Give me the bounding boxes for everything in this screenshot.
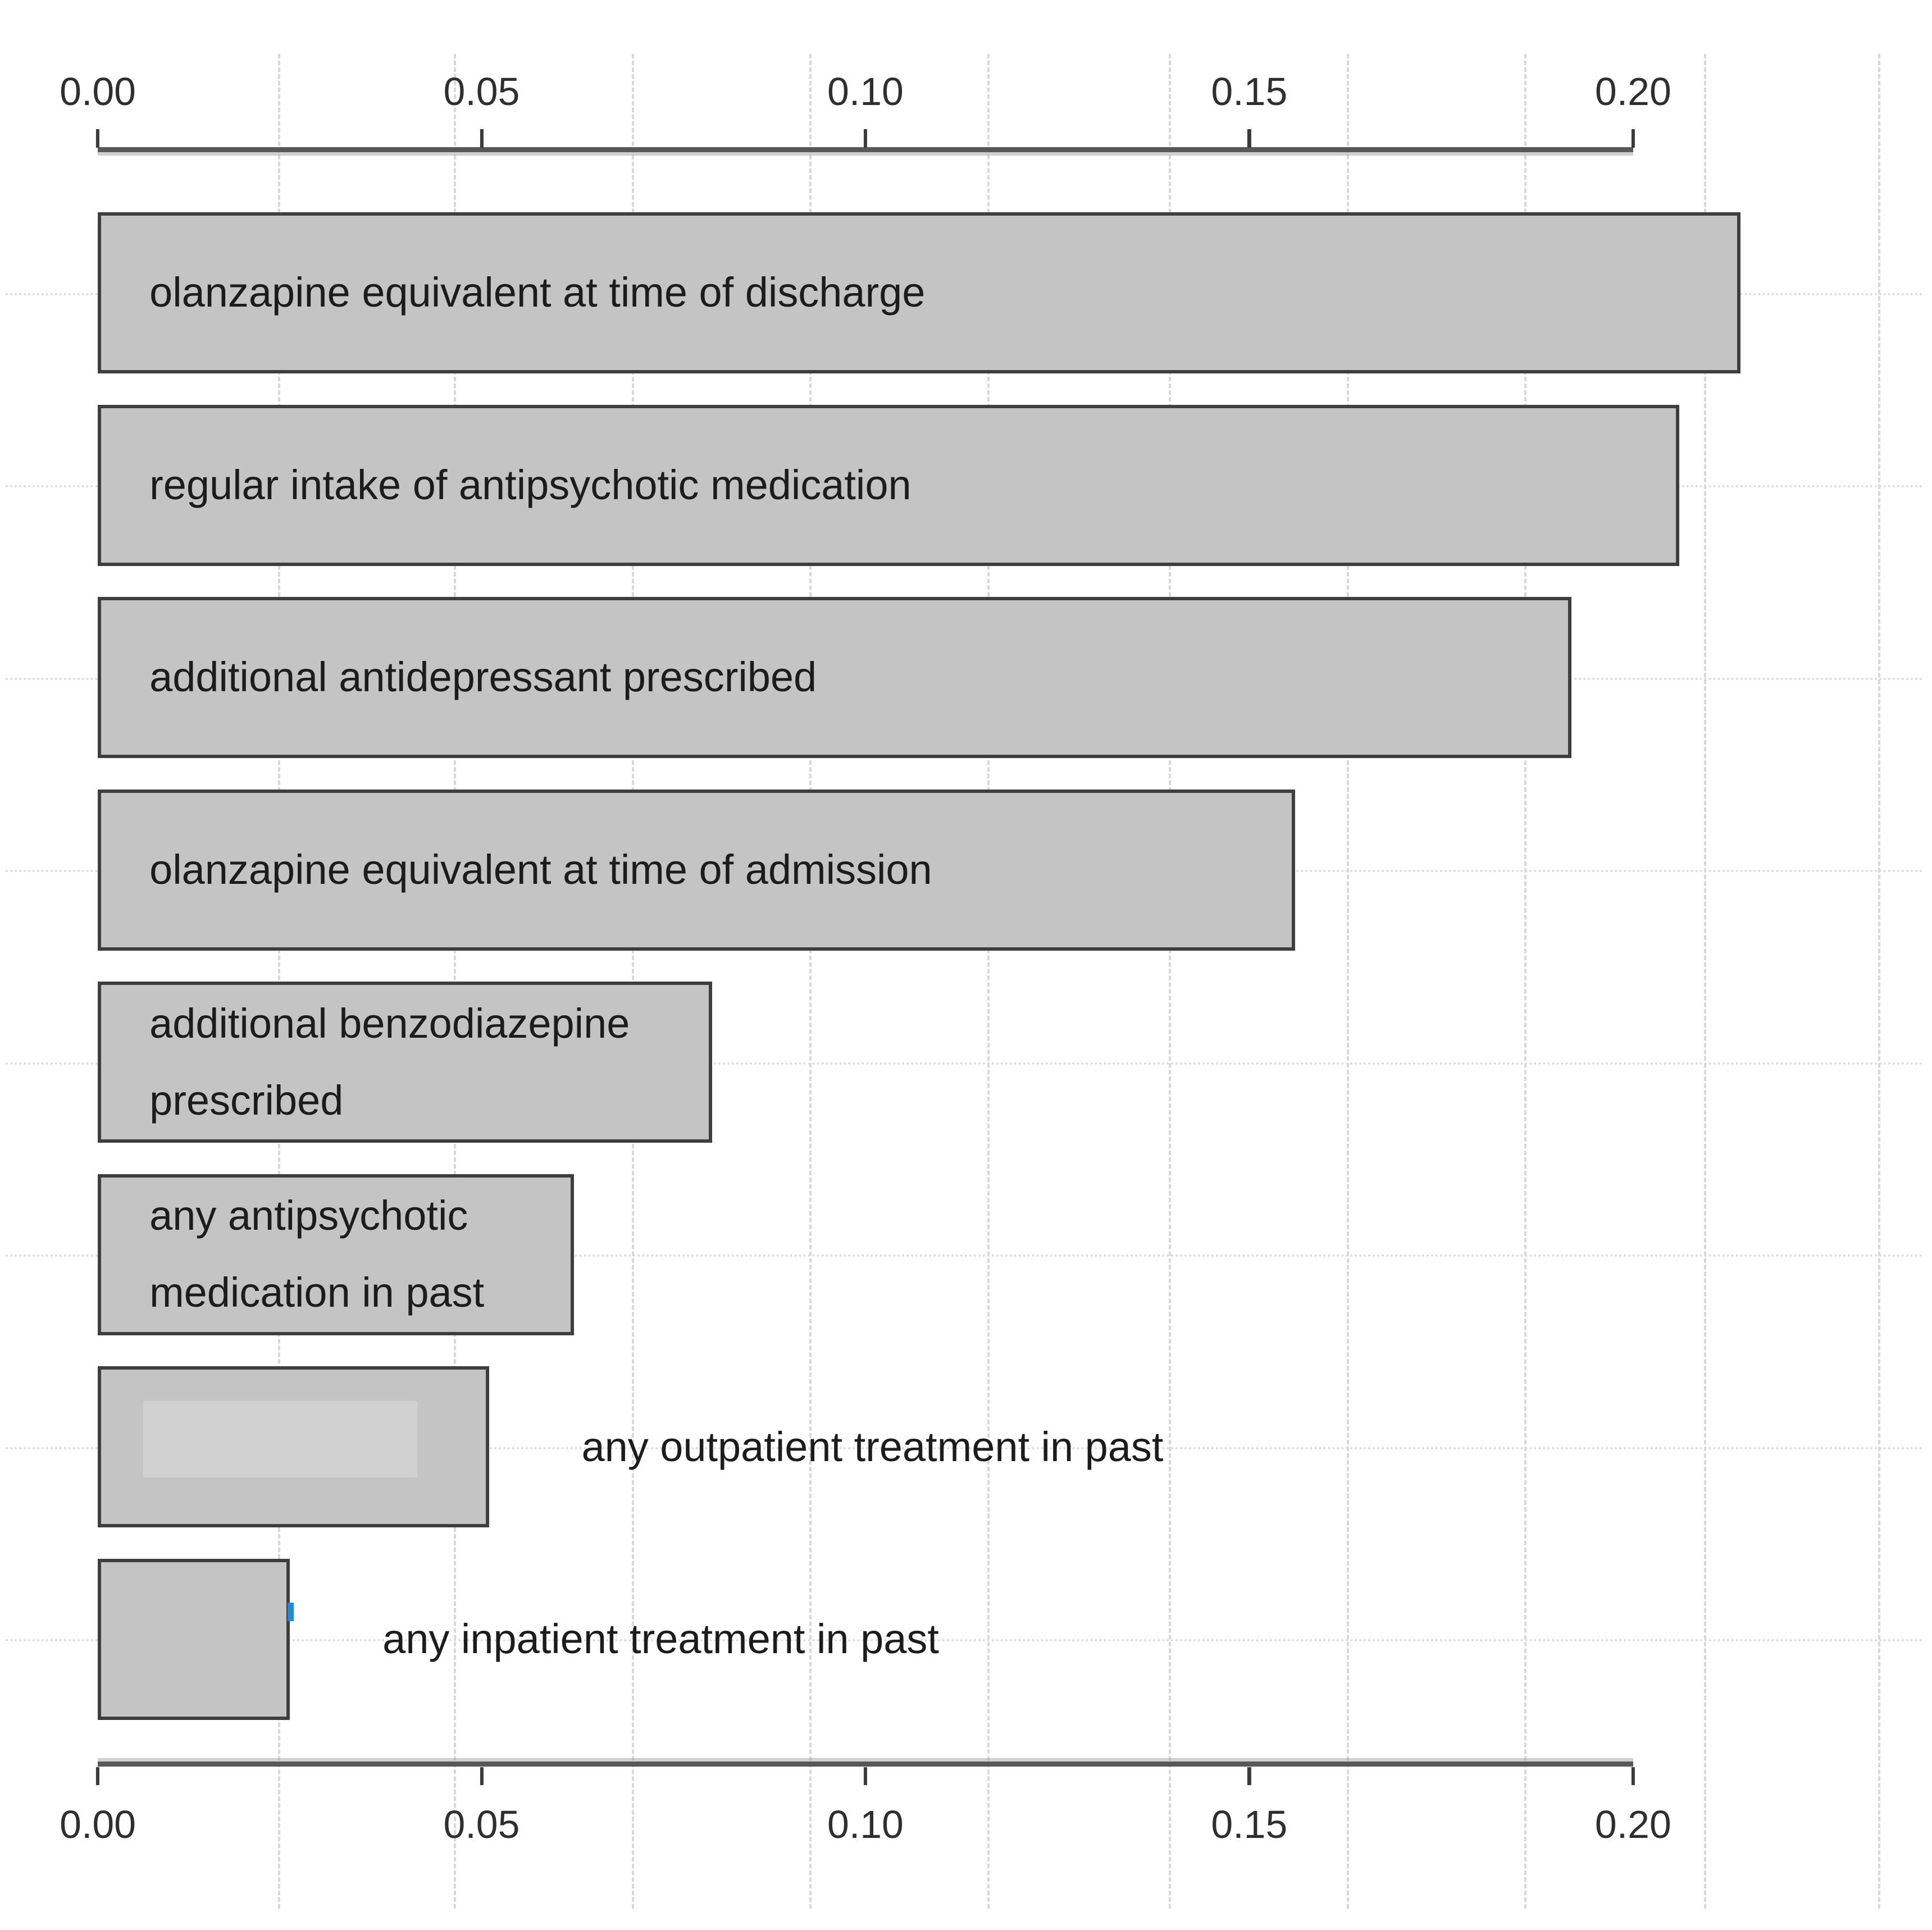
vertical-gridline <box>1169 54 1172 1909</box>
bar-row: any antipsychotic medication in past <box>98 1174 574 1335</box>
top-axis-tick-label: 0.20 <box>1594 70 1671 114</box>
bar-row <box>98 1366 490 1528</box>
bar-label-line: any antipsychotic <box>149 1192 468 1239</box>
top-axis-tick-label: 0.10 <box>827 70 904 114</box>
erased-label-artifact <box>143 1401 418 1477</box>
bar-label-line: additional benzodiazepine <box>149 1000 630 1047</box>
bottom-axis-tick-label: 0.00 <box>60 1802 136 1846</box>
horizontal-gridline <box>6 1447 1925 1449</box>
bar-row: additional antidepressant prescribed <box>98 597 1572 759</box>
bottom-axis-tick <box>95 1767 100 1786</box>
bottom-axis-tick-label: 0.10 <box>827 1802 904 1846</box>
bar-row: olanzapine equivalent at time of dischar… <box>98 212 1741 374</box>
bar-label: any antipsychotic medication in past <box>101 1178 484 1331</box>
bottom-axis-tick <box>1247 1767 1251 1786</box>
bar-label-outside: any inpatient treatment in past <box>382 1616 939 1663</box>
bar-label-line: regular intake of antipsychotic medicati… <box>149 461 912 508</box>
vertical-gridline <box>278 54 281 1909</box>
vertical-gridline <box>454 54 457 1909</box>
bar-label: regular intake of antipsychotic medicati… <box>101 447 912 524</box>
horizontal-gridline <box>6 1639 1925 1642</box>
vertical-gridline <box>1878 54 1880 1909</box>
bar-label-line: olanzapine equivalent at time of admissi… <box>149 846 932 893</box>
bottom-axis-tick-label: 0.05 <box>443 1802 520 1846</box>
bar-label-line: medication in past <box>149 1269 485 1316</box>
bar-row <box>98 1558 290 1720</box>
top-x-axis-line <box>98 147 1633 152</box>
bar-label-line: additional antidepressant prescribed <box>149 654 817 701</box>
vertical-gridline <box>809 54 812 1909</box>
vertical-gridline <box>1346 54 1349 1909</box>
vertical-gridline <box>631 54 634 1909</box>
top-axis-tick <box>1247 129 1251 148</box>
bar-label-line: olanzapine equivalent at time of dischar… <box>149 269 926 316</box>
horizontal-gridline <box>6 1062 1925 1065</box>
bottom-axis-tick-label: 0.20 <box>1594 1802 1671 1846</box>
bar-label: olanzapine equivalent at time of admissi… <box>101 832 932 909</box>
bar-label: additional antidepressant prescribed <box>101 639 817 716</box>
vertical-gridline <box>987 54 990 1909</box>
top-axis-tick <box>480 129 484 148</box>
vertical-gridline <box>1524 54 1527 1909</box>
bar-label-outside: any outpatient treatment in past <box>581 1423 1164 1470</box>
bar-row: olanzapine equivalent at time of admissi… <box>98 789 1296 951</box>
top-axis-tick <box>1631 129 1635 148</box>
vertical-gridline <box>1704 54 1707 1909</box>
top-axis-tick-label: 0.00 <box>60 70 136 114</box>
top-axis-tick <box>95 129 100 148</box>
bar-row: regular intake of antipsychotic medicati… <box>98 404 1679 566</box>
bar-label: additional benzodiazepine prescribed <box>101 985 630 1139</box>
bar-label: olanzapine equivalent at time of dischar… <box>101 254 925 331</box>
top-axis-tick-label: 0.05 <box>443 70 520 114</box>
bottom-axis-tick-label: 0.15 <box>1211 1802 1288 1846</box>
bar-row: additional benzodiazepine prescribed <box>98 982 712 1143</box>
bottom-x-axis-line <box>98 1761 1633 1767</box>
top-axis-tick <box>863 129 868 148</box>
bottom-axis-tick <box>1631 1767 1635 1786</box>
blue-cursor-artifact <box>287 1603 294 1622</box>
top-axis-tick-label: 0.15 <box>1211 70 1288 114</box>
bar-label-line: prescribed <box>149 1076 344 1124</box>
bottom-axis-tick <box>480 1767 484 1786</box>
horizontal-gridline <box>6 1254 1925 1257</box>
bottom-axis-tick <box>863 1767 868 1786</box>
